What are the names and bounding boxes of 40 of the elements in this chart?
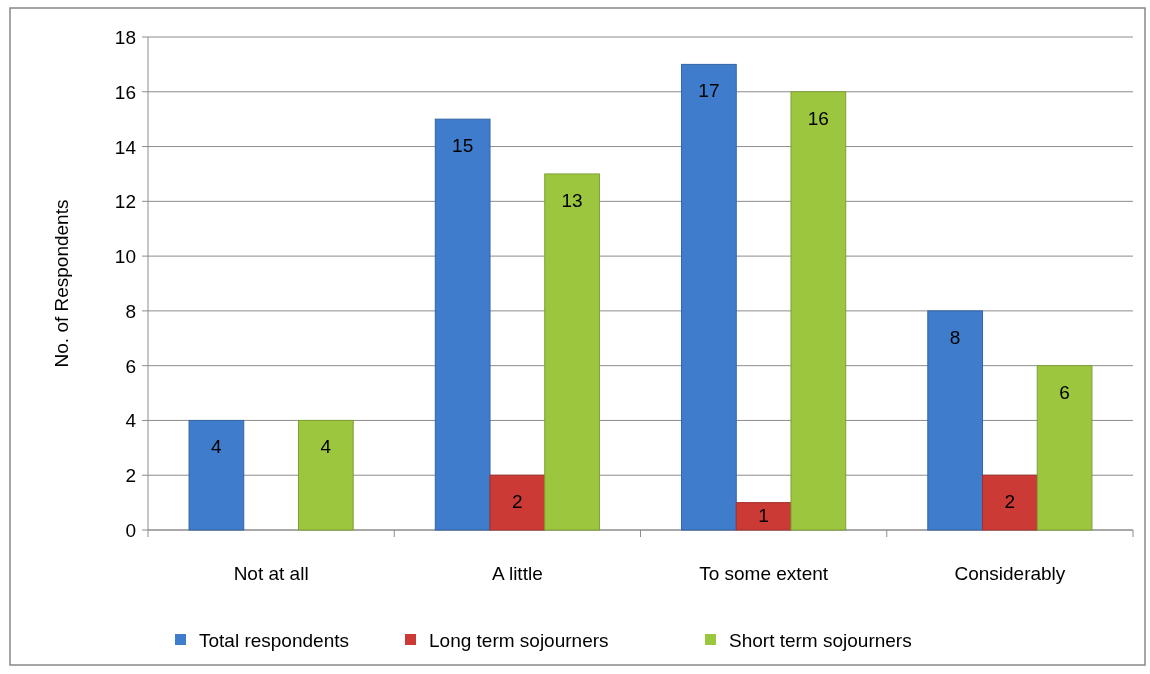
bar bbox=[188, 419, 245, 531]
y-tick-label: 16 bbox=[114, 81, 136, 103]
y-tick-label: 4 bbox=[125, 410, 137, 432]
bar bbox=[434, 118, 491, 531]
x-tick-label: Not at all bbox=[233, 563, 309, 584]
x-tick-label: Considerably bbox=[954, 563, 1066, 584]
y-axis-title: No. of Respondents bbox=[51, 199, 72, 368]
data-label: 4 bbox=[211, 436, 223, 458]
legend-label: Short term sojourners bbox=[729, 630, 912, 651]
data-label: 15 bbox=[452, 135, 474, 157]
data-label: 2 bbox=[1004, 491, 1016, 513]
bar bbox=[297, 419, 354, 531]
legend-label: Total respondents bbox=[199, 630, 349, 651]
y-tick-label: 2 bbox=[125, 465, 136, 487]
y-tick-label: 12 bbox=[114, 191, 136, 213]
x-tick-label: A little bbox=[492, 563, 543, 584]
data-label: 17 bbox=[698, 80, 720, 102]
bar bbox=[790, 91, 847, 531]
bar bbox=[544, 173, 600, 531]
data-label: 16 bbox=[807, 107, 829, 129]
y-tick-label: 8 bbox=[125, 300, 136, 322]
y-tick-label: 18 bbox=[114, 27, 136, 48]
bar bbox=[927, 310, 984, 531]
y-tick-label: 14 bbox=[114, 136, 137, 158]
y-tick-label: 10 bbox=[114, 246, 136, 268]
bar bbox=[489, 474, 546, 531]
bar bbox=[735, 502, 792, 531]
data-label: 4 bbox=[320, 436, 332, 458]
data-label: 8 bbox=[949, 326, 961, 348]
data-label: 2 bbox=[512, 491, 523, 513]
data-label: 6 bbox=[1059, 381, 1070, 403]
y-tick-label: 0 bbox=[125, 520, 136, 541]
x-tick-label: To some extent bbox=[699, 563, 829, 584]
data-label: 13 bbox=[561, 189, 583, 211]
bar bbox=[681, 63, 737, 531]
bar bbox=[1036, 365, 1093, 531]
y-tick-label: 6 bbox=[125, 355, 136, 377]
bar bbox=[982, 474, 1038, 531]
legend-label: Long term sojourners bbox=[429, 630, 609, 651]
data-label: 1 bbox=[758, 505, 769, 527]
